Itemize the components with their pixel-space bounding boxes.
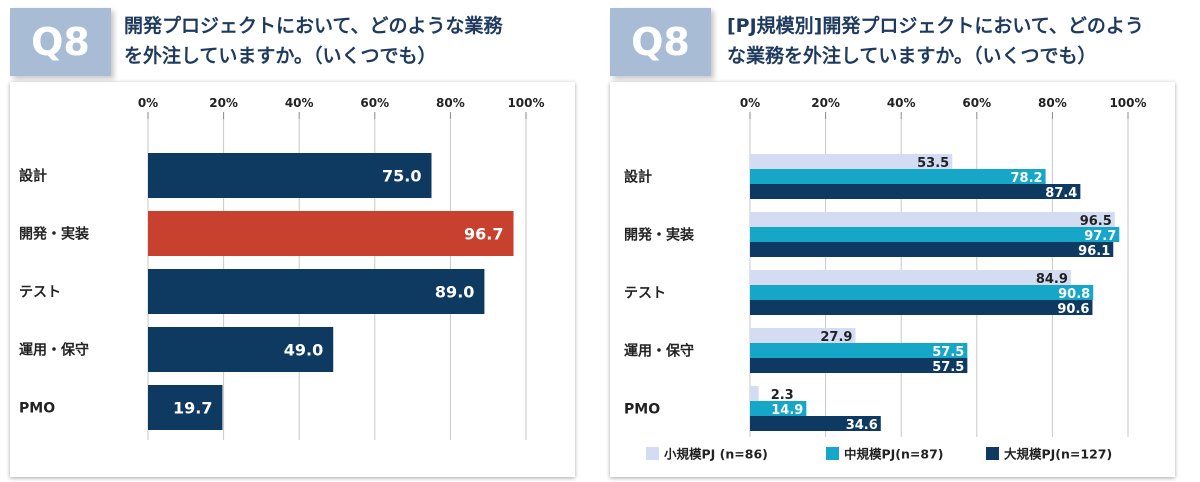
data-label: 97.7: [1084, 229, 1116, 244]
data-label: 87.4: [1045, 186, 1077, 201]
panel-overall: Q8 開発プロジェクトにおいて、どのような業務 を外注していますか。（いくつでも…: [0, 0, 590, 482]
category-label: テスト: [624, 286, 666, 302]
data-label: 96.5: [1080, 214, 1112, 229]
data-label: 89.0: [435, 283, 474, 302]
question-title: 開発プロジェクトにおいて、どのような業務 を外注していますか。（いくつでも）: [124, 15, 503, 67]
data-label: 57.5: [932, 345, 964, 360]
bar: [750, 242, 1114, 257]
legend-label: 大規模PJ(n=127): [1004, 447, 1112, 462]
data-label: 53.5: [917, 156, 949, 171]
bar: [750, 212, 1115, 227]
data-label: 27.9: [820, 330, 852, 345]
category-label: 運用・保守: [19, 342, 89, 359]
bar: [148, 327, 334, 372]
bar: [750, 328, 856, 343]
bar: [750, 386, 759, 401]
tick-label: 40%: [285, 96, 314, 110]
bar: [750, 270, 1071, 285]
bar: [750, 227, 1120, 242]
tick-label: 0%: [138, 96, 158, 110]
bar: [750, 343, 968, 358]
question-badge: Q8: [10, 8, 111, 76]
bar: [148, 385, 223, 430]
legend-label: 小規模PJ (n=86): [663, 447, 768, 462]
bar: [750, 358, 968, 373]
data-label: 14.9: [771, 403, 803, 418]
data-label: 75.0: [382, 167, 421, 186]
category-label: PMO: [19, 401, 55, 417]
tick-label: 80%: [436, 96, 465, 110]
legend-swatch: [826, 447, 839, 460]
bar-chart-by-size: 0% 20% 40% 60% 80% 100% 設計 53.5 78.287.4 開発・実装 96.…: [624, 96, 1147, 462]
bar: [750, 154, 953, 169]
category-label: 設計: [624, 169, 652, 186]
bar: [750, 300, 1093, 315]
tick-label: 100%: [507, 96, 544, 110]
bar: [750, 184, 1081, 199]
tick-label: 80%: [1038, 96, 1067, 110]
legend-swatch: [986, 447, 999, 460]
bar: [750, 416, 881, 431]
chart-card-overall: 0% 20% 40% 60% 80% 100% 設計 75.0 開発・実装 96.7 テスト 89.0…: [10, 82, 575, 477]
category-label: PMO: [624, 402, 660, 418]
tick-label: 100%: [1109, 96, 1146, 110]
category-label: テスト: [19, 285, 61, 301]
data-label: 78.2: [1011, 171, 1043, 186]
category-label: 開発・実装: [624, 227, 695, 244]
category-label: 設計: [19, 168, 47, 185]
chart-card-by-size: 0% 20% 40% 60% 80% 100% 設計 53.5 78.2 87.4 開発・実装 96.…: [610, 82, 1175, 477]
question-badge: Q8: [610, 8, 711, 76]
data-label: 84.9: [1036, 272, 1068, 287]
data-label: 90.8: [1058, 287, 1090, 302]
tick-label: 0%: [740, 96, 760, 110]
panel-by-size: Q8 [PJ規模別]開発プロジェクトにおいて、どのよう な業務を外注していますか…: [610, 0, 1200, 482]
data-label: 49.0: [284, 341, 323, 360]
tick-label: 20%: [811, 96, 840, 110]
legend-swatch: [646, 447, 659, 460]
data-label: 96.1: [1078, 244, 1110, 259]
tick-label: 40%: [887, 96, 916, 110]
bar: [148, 211, 514, 256]
bar: [750, 401, 807, 416]
legend-label: 中規模PJ(n=87): [844, 447, 944, 462]
question-title: [PJ規模別]開発プロジェクトにおいて、どのよう な業務を外注していますか。（い…: [727, 15, 1144, 67]
data-label: 19.7: [173, 399, 212, 418]
bar: [148, 153, 432, 198]
bar: [750, 285, 1094, 300]
bar: [148, 269, 485, 314]
tick-label: 20%: [209, 96, 238, 110]
tick-label: 60%: [360, 96, 389, 110]
tick-label: 60%: [962, 96, 991, 110]
bar: [750, 169, 1046, 184]
data-label: 90.6: [1057, 302, 1089, 317]
data-label: 96.7: [464, 225, 503, 244]
data-label: 2.3: [771, 388, 794, 403]
bar-chart-overall: 0% 20% 40% 60% 80% 100% 設計 75.0 開発・実装 96.7 テスト 89.0…: [19, 96, 545, 440]
category-label: 開発・実装: [19, 226, 90, 243]
category-label: 運用・保守: [624, 343, 694, 360]
data-label: 34.6: [846, 418, 878, 433]
data-label: 57.5: [932, 360, 964, 375]
